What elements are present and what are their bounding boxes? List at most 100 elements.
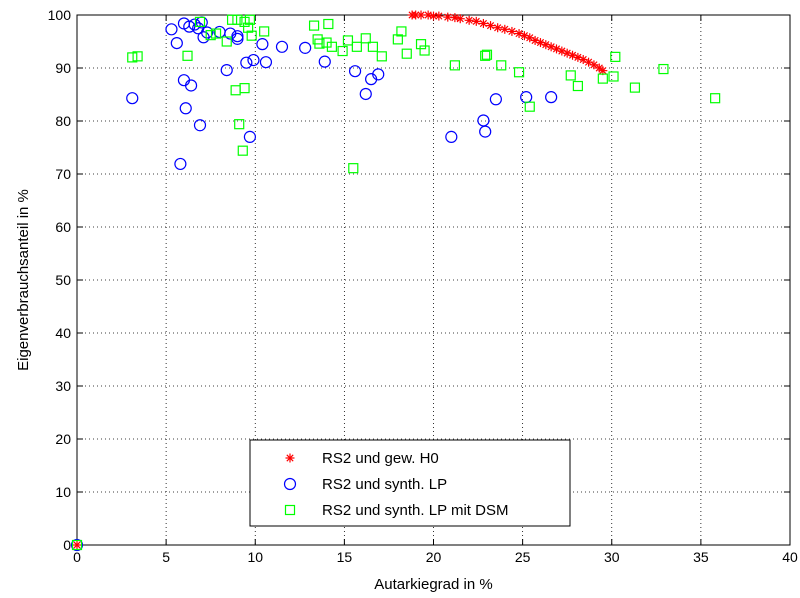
square-point <box>234 119 245 130</box>
circle-point <box>372 68 385 81</box>
x-tick-labels: 0 5 10 15 20 25 30 35 40 <box>73 549 798 565</box>
square-point <box>243 22 254 33</box>
square-point <box>401 48 412 59</box>
circle-point <box>348 65 362 78</box>
circle-point <box>318 55 331 68</box>
circle-point <box>179 102 192 115</box>
circle-point <box>477 114 490 127</box>
legend-marker-square <box>284 504 296 516</box>
y-tick-label: 10 <box>55 484 71 500</box>
star-point <box>423 10 433 20</box>
legend-label: RS2 und synth. LP mit DSM <box>322 502 508 519</box>
square-point <box>392 34 403 45</box>
x-tick-label: 10 <box>247 549 263 565</box>
axis-ticks <box>76 14 791 546</box>
square-point <box>237 145 248 156</box>
y-tick-label: 60 <box>55 219 71 235</box>
square-point <box>210 28 222 39</box>
circle-point <box>70 538 84 552</box>
square-point <box>71 539 83 551</box>
star-point <box>493 23 503 33</box>
square-point <box>259 26 270 37</box>
circle-point <box>247 53 260 67</box>
y-tick-label: 20 <box>55 431 71 447</box>
circle-point <box>165 23 178 36</box>
x-tick-label: 0 <box>73 549 81 565</box>
square-point <box>239 83 250 94</box>
square-point <box>314 38 325 49</box>
square-point <box>608 71 619 82</box>
square-point <box>419 45 430 56</box>
square-point <box>205 30 216 41</box>
circle-point <box>259 56 273 69</box>
circle-point <box>177 74 191 87</box>
series-markers <box>70 10 721 552</box>
legend-label: RS2 und synth. LP <box>322 476 447 493</box>
circle-point <box>220 64 233 77</box>
square-point <box>221 36 232 47</box>
y-tick-label: 50 <box>55 272 71 288</box>
star-point <box>72 540 82 550</box>
x-tick-label: 15 <box>337 549 353 565</box>
circle-point <box>479 125 492 138</box>
star-point <box>416 10 426 20</box>
square-point <box>246 30 257 41</box>
y-tick-label: 70 <box>55 166 71 182</box>
square-point <box>230 85 241 96</box>
star-point <box>486 21 496 31</box>
square-point <box>323 18 334 30</box>
circle-point <box>193 119 207 132</box>
y-tick-label: 30 <box>55 378 71 394</box>
square-point <box>337 45 348 57</box>
square-point <box>351 41 362 52</box>
square-point <box>480 50 491 61</box>
square-point <box>226 14 238 25</box>
square-point <box>513 67 525 78</box>
legend-items: RS2 und gew. H0 RS2 und synth. LP RS2 und … <box>283 450 508 519</box>
y-tick-label: 40 <box>55 325 71 341</box>
circle-point <box>299 41 312 54</box>
grid-lines <box>77 15 790 545</box>
square-point <box>376 51 387 62</box>
star-point <box>471 16 481 26</box>
square-point <box>127 52 138 63</box>
square-point <box>610 51 621 62</box>
square-point <box>308 20 320 31</box>
y-tick-labels: 0 10 20 30 40 50 60 70 80 90 100 <box>48 7 72 553</box>
square-point <box>194 16 206 27</box>
circle-point <box>184 79 198 92</box>
x-tick-label: 30 <box>604 549 620 565</box>
circle-point <box>126 92 139 105</box>
circle-point <box>520 91 533 104</box>
circle-point <box>231 32 244 45</box>
legend-box <box>249 439 571 527</box>
star-point <box>429 11 438 21</box>
square-point <box>658 63 669 75</box>
x-tick-label: 35 <box>693 549 709 565</box>
star-point <box>434 11 444 21</box>
circle-point <box>256 38 269 51</box>
square-point <box>710 93 721 104</box>
square-point <box>239 16 250 27</box>
circle-point <box>231 30 244 43</box>
star-point <box>500 24 510 34</box>
legend: RS2 und gew. H0 RS2 und synth. LP RS2 und … <box>249 439 571 527</box>
square-point <box>232 14 243 25</box>
square-point <box>481 49 493 60</box>
circle-point <box>545 91 558 104</box>
star-point <box>450 13 460 23</box>
star-point <box>455 14 465 24</box>
square-point <box>572 80 583 92</box>
square-point <box>565 70 576 81</box>
star-point <box>507 26 517 36</box>
square-point <box>524 101 535 112</box>
legend-marker-star <box>285 453 295 463</box>
square-point <box>396 26 407 37</box>
x-tick-label: 5 <box>162 549 170 565</box>
square-point <box>496 60 507 71</box>
square-point <box>629 82 641 93</box>
x-tick-label: 20 <box>426 549 442 565</box>
square-point <box>326 41 337 52</box>
legend-marker-circle <box>283 477 297 491</box>
